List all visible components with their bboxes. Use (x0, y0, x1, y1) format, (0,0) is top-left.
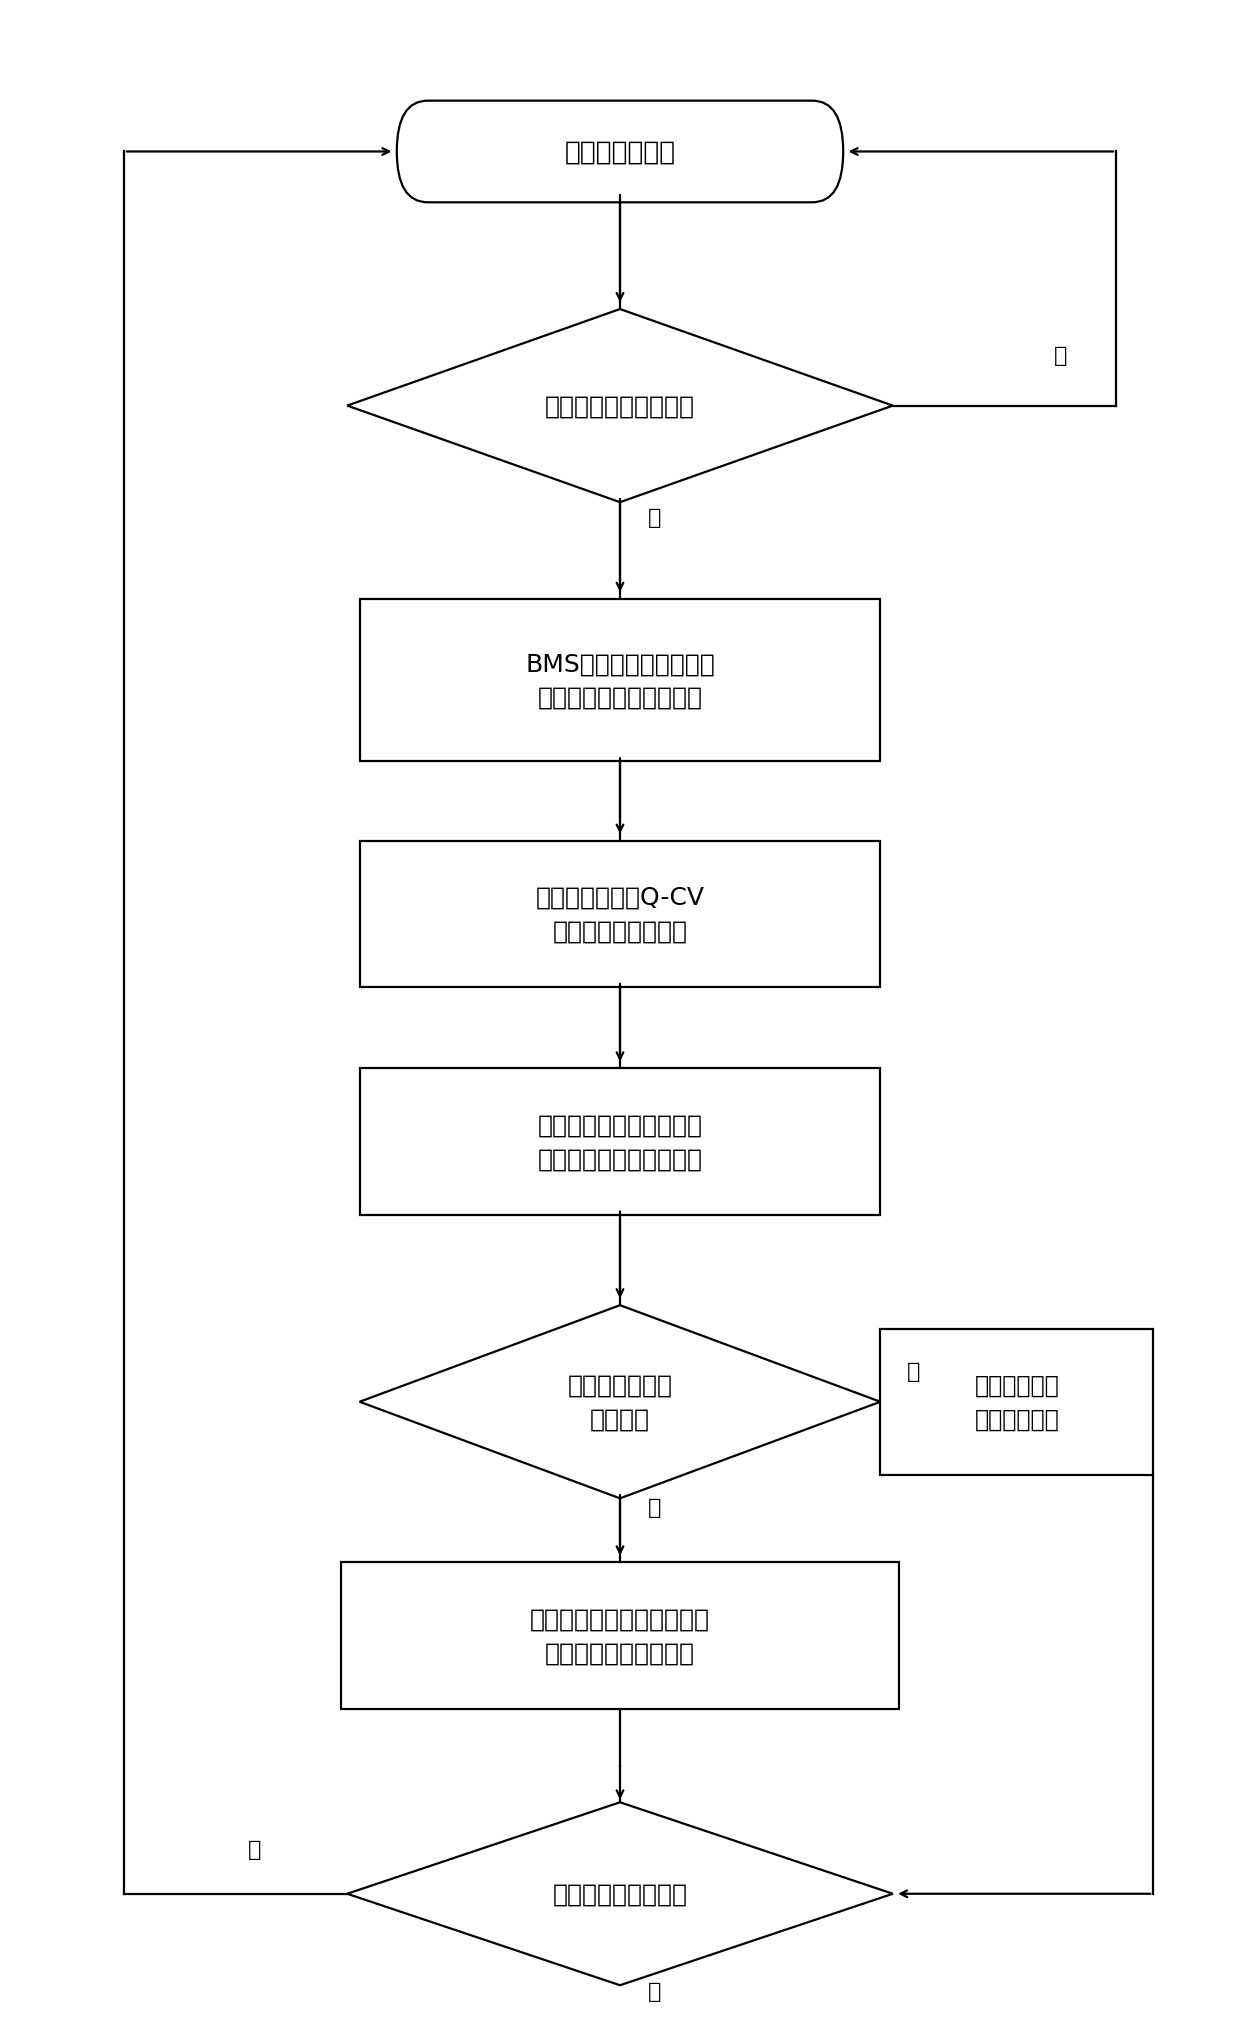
Text: 无微短路故障
，并输出结果: 无微短路故障 ，并输出结果 (975, 1374, 1059, 1431)
Bar (360, 599, 880, 762)
Text: 有微短路故障，进一步评估
严重程度，并输出结果: 有微短路故障，进一步评估 严重程度，并输出结果 (529, 1607, 711, 1664)
Text: 计算与上次充满时的电量
差值，并计算微短路电流: 计算与上次充满时的电量 差值，并计算微短路电流 (537, 1114, 703, 1170)
Polygon shape (347, 309, 893, 502)
Text: 否: 否 (248, 1839, 260, 1859)
Text: 是: 是 (649, 1498, 661, 1518)
Polygon shape (360, 1307, 880, 1500)
Bar (341, 1563, 899, 1709)
Text: 电池包充满时刻: 电池包充满时刻 (564, 140, 676, 165)
Text: 是: 是 (649, 1981, 661, 2002)
Text: 微短路电流大于
诊断阈值: 微短路电流大于 诊断阈值 (568, 1374, 672, 1431)
Text: 否: 否 (1054, 345, 1066, 366)
Text: 是: 是 (649, 508, 661, 528)
Bar (880, 1329, 1153, 1475)
Bar (360, 1069, 880, 1215)
Text: 否: 否 (908, 1361, 920, 1382)
Text: 电池包又一次被充满: 电池包又一次被充满 (553, 1882, 687, 1906)
Text: 充电时间大于预设时间: 充电时间大于预设时间 (546, 394, 694, 419)
Bar (360, 841, 880, 988)
Polygon shape (347, 1802, 893, 1985)
Text: BMS记录充电结束那一时
刻的时间和各单体电压值: BMS记录充电结束那一时 刻的时间和各单体电压值 (525, 652, 715, 709)
Text: 各单体电压值查Q-CV
表格得到各单体电量: 各单体电压值查Q-CV 表格得到各单体电量 (536, 886, 704, 943)
FancyBboxPatch shape (397, 102, 843, 203)
